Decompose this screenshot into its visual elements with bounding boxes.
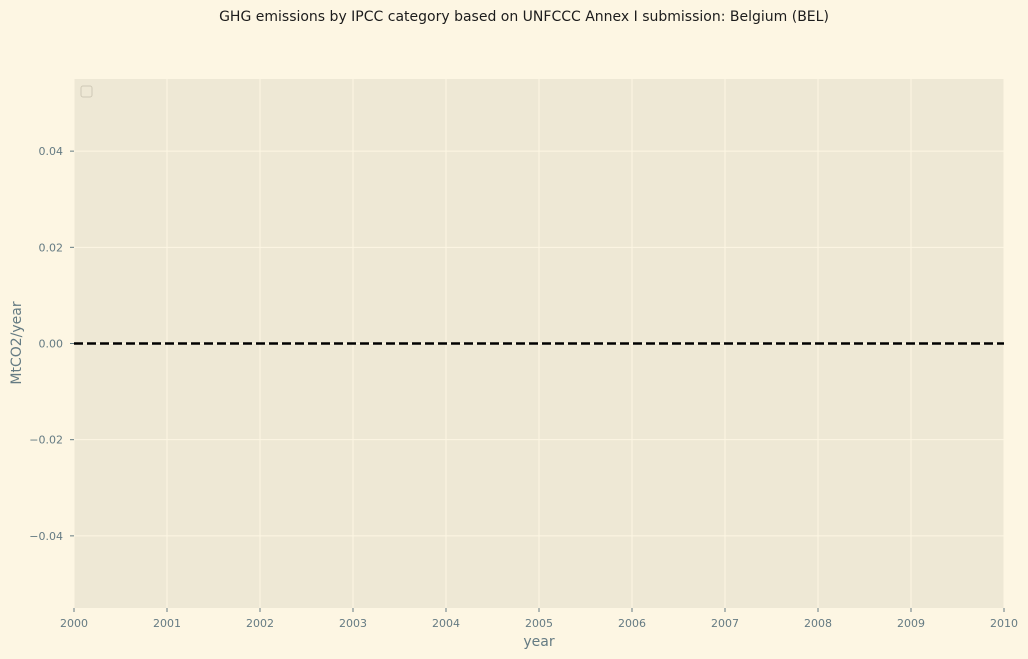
y-axis-label: MtCO2/year bbox=[9, 301, 25, 384]
x-tick-label: 2004 bbox=[432, 617, 460, 630]
x-tick-label: 2009 bbox=[897, 617, 925, 630]
chart-title: GHG emissions by IPCC category based on … bbox=[219, 9, 829, 25]
y-tick-label: −0.04 bbox=[29, 530, 63, 543]
x-axis-ticks: 2000 2001 2002 2003 2004 2005 2006 2007 2008 2009… bbox=[60, 608, 1018, 630]
x-tick-label: 2006 bbox=[618, 617, 646, 630]
x-tick-label: 2007 bbox=[711, 617, 739, 630]
y-tick-label: 0.00 bbox=[39, 338, 64, 351]
y-tick-label: 0.04 bbox=[39, 145, 64, 158]
y-axis-ticks: −0.04 −0.02 0.00 0.02 0.04 bbox=[29, 145, 74, 543]
x-axis-label: year bbox=[523, 634, 554, 650]
y-tick-label: −0.02 bbox=[29, 434, 63, 447]
x-tick-label: 2005 bbox=[525, 617, 553, 630]
x-tick-label: 2002 bbox=[246, 617, 274, 630]
x-tick-label: 2010 bbox=[990, 617, 1018, 630]
x-tick-label: 2000 bbox=[60, 617, 88, 630]
x-tick-label: 2008 bbox=[804, 617, 832, 630]
x-tick-label: 2001 bbox=[153, 617, 181, 630]
y-tick-label: 0.02 bbox=[39, 241, 64, 254]
legend bbox=[80, 85, 93, 98]
x-tick-label: 2003 bbox=[339, 617, 367, 630]
